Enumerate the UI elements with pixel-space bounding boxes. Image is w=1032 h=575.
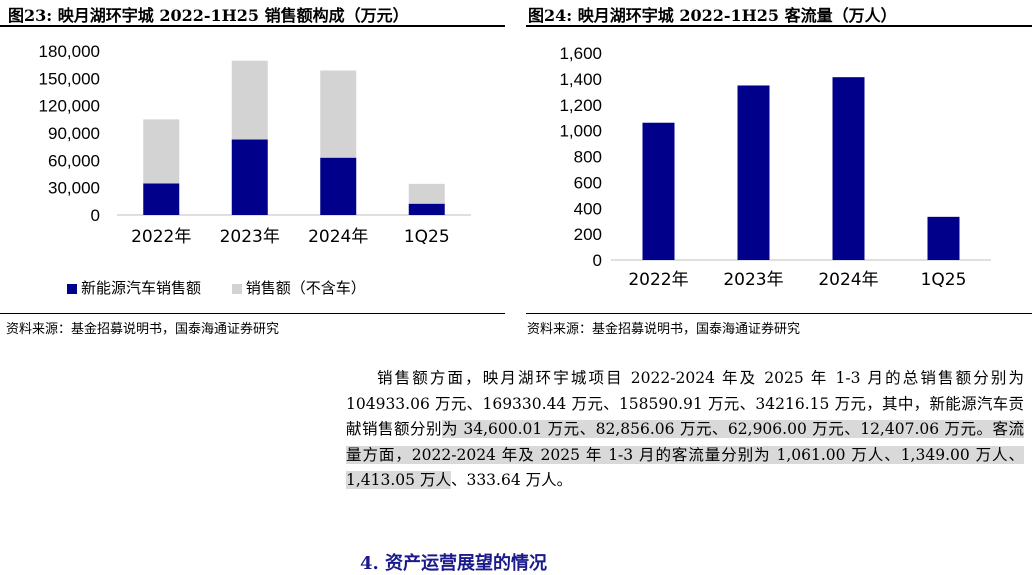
highlighted-text: 为 34,600.01 万元、82,856.06 万元、62,906.00 万元…: [346, 420, 1024, 489]
y-tick-label: 1,400: [559, 70, 602, 89]
x-tick-label: 2023年: [220, 227, 280, 247]
y-tick-label: 400: [574, 199, 602, 218]
sales-chart: 0 30,000 60,000 90,000 120,000 150,000 180,000…: [39, 42, 471, 247]
bar: [737, 85, 770, 260]
y-tick-label: 0: [593, 251, 602, 270]
x-tick-label: 1Q25: [921, 270, 967, 290]
y-tick-label: 60,000: [48, 151, 100, 170]
x-tick-label: 2022年: [628, 270, 688, 290]
y-tick-label: 1,600: [559, 44, 602, 63]
bar: [320, 157, 357, 215]
paragraph-part: 销售额方面，映月湖环宇城项目 2022-2024 年及 2025 年 1-3 月…: [346, 369, 1024, 438]
section-heading: 4. 资产运营展望的情况: [360, 553, 548, 574]
figure-sales: 图23: 映月湖环宇城 2022-1H25 销售额构成（万元） 0 30,000 6…: [0, 0, 505, 312]
body-paragraph: 销售额方面，映月湖环宇城项目 2022-2024 年及 2025 年 1-3 月…: [346, 366, 1024, 494]
y-tick-label: 30,000: [48, 179, 100, 198]
figure-title: 图23: 映月湖环宇城 2022-1H25 销售额构成（万元）: [0, 0, 505, 27]
x-tick-label: 2022年: [131, 227, 191, 247]
bar: [143, 183, 180, 215]
legend-label: 新能源汽车销售额: [81, 279, 202, 297]
y-tick-label: 180,000: [39, 42, 100, 61]
x-tick-label: 2024年: [818, 270, 878, 290]
y-tick-label: 200: [574, 225, 602, 244]
divider: [0, 313, 505, 314]
bar: [927, 216, 960, 260]
figure-traffic: 图24: 映月湖环宇城 2022-1H25 客流量（万人） 0 200 400 600…: [526, 0, 1032, 312]
figure-title: 图24: 映月湖环宇城 2022-1H25 客流量（万人）: [526, 0, 1032, 27]
traffic-chart: 0 200 400 600 800 1,000 1,200 1,400 1,600 2022年 20…: [559, 44, 991, 290]
x-tick-label: 1Q25: [404, 227, 450, 247]
bar: [143, 119, 180, 184]
bar: [642, 122, 675, 260]
y-tick-label: 0: [91, 206, 100, 225]
x-tick-label: 2024年: [308, 227, 368, 247]
bar: [320, 70, 357, 158]
y-tick-label: 1,000: [559, 122, 602, 141]
chart-legend: 新能源汽车销售额 销售额（不含车）: [67, 277, 392, 298]
legend-item: 销售额（不含车）: [231, 279, 366, 297]
y-tick-label: 120,000: [39, 97, 100, 116]
source-note: 资料来源：基金招募说明书，国泰海通证券研究: [6, 322, 280, 337]
legend-swatch: [231, 283, 242, 294]
divider: [526, 313, 1032, 314]
bar: [832, 77, 865, 260]
paragraph-part: 、333.64 万人。: [450, 471, 573, 489]
bar: [408, 203, 445, 215]
legend-label: 销售额（不含车）: [245, 279, 366, 297]
bar: [231, 60, 268, 140]
legend-swatch: [67, 283, 77, 294]
y-tick-label: 600: [574, 173, 602, 192]
y-tick-label: 150,000: [39, 69, 100, 88]
bar: [408, 183, 445, 204]
x-tick-label: 2023年: [723, 270, 783, 290]
y-tick-label: 90,000: [48, 124, 100, 143]
y-tick-label: 1,200: [559, 96, 602, 115]
source-note: 资料来源：基金招募说明书，国泰海通证券研究: [527, 322, 801, 337]
bar: [231, 139, 268, 215]
legend-item: 新能源汽车销售额: [67, 279, 201, 297]
y-tick-label: 800: [574, 148, 602, 167]
